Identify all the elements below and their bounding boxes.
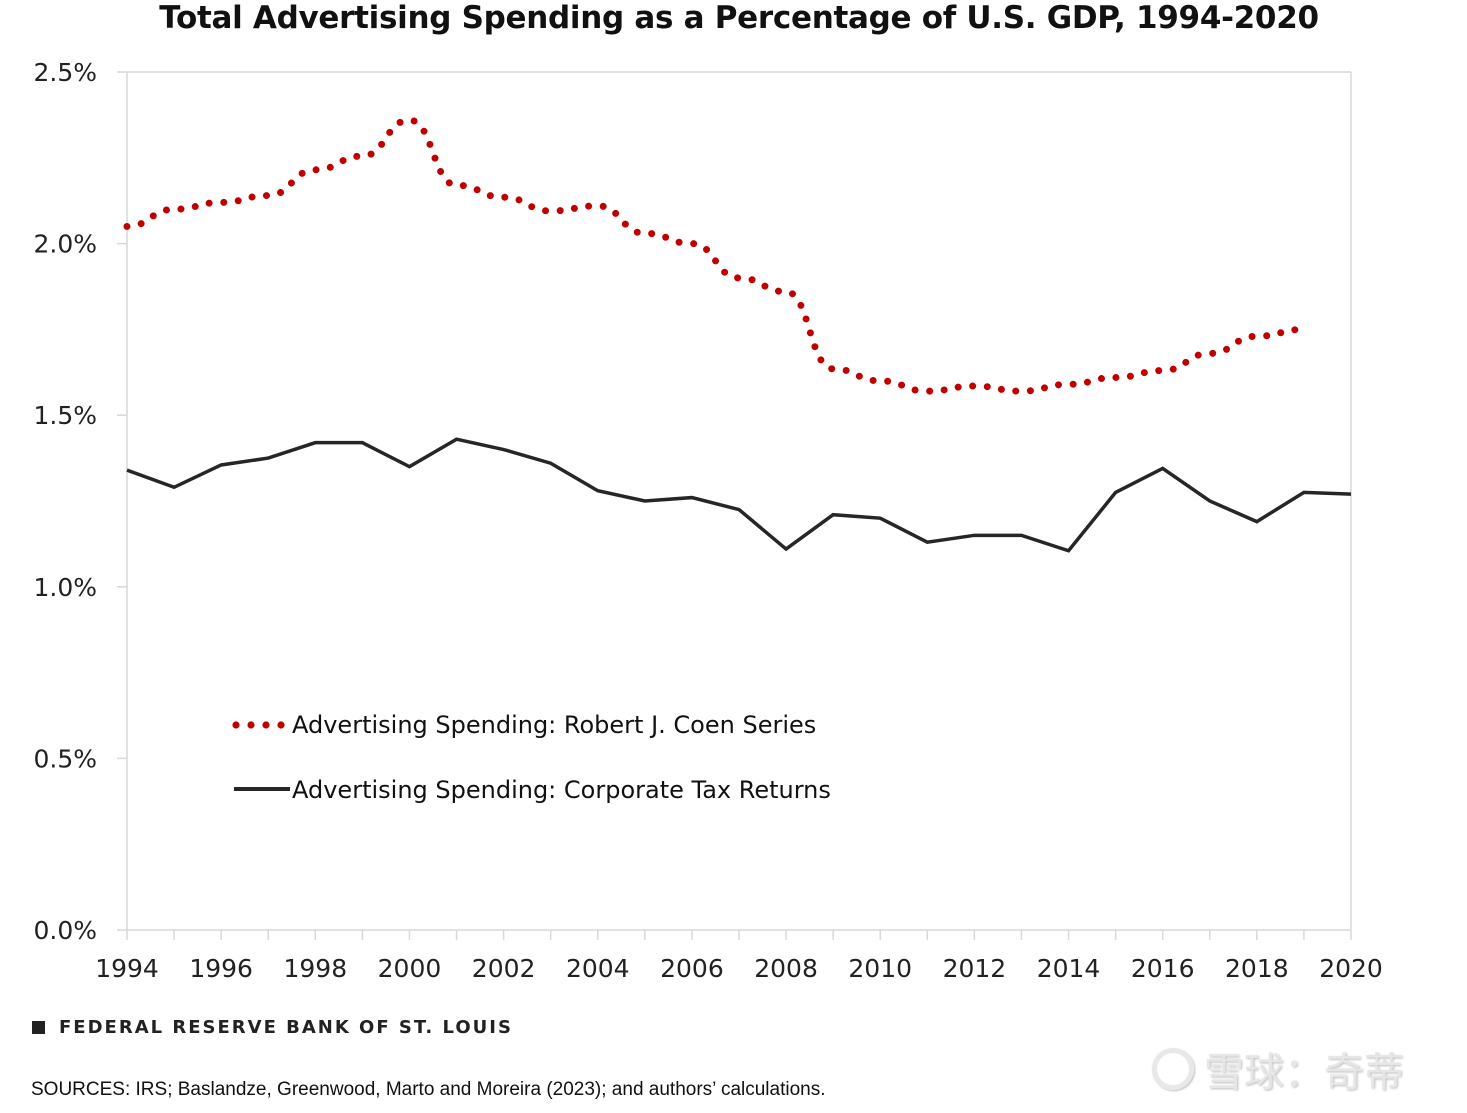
x-tick-label: 2004: [566, 954, 630, 983]
x-tick-label: 2006: [660, 954, 724, 983]
y-tick-label: 0.5%: [33, 744, 97, 773]
legend-dot: [232, 721, 240, 729]
legend-dot: [262, 721, 270, 729]
y-tick-label: 2.0%: [33, 230, 97, 259]
x-tick-label: 2018: [1225, 954, 1289, 983]
y-tick-label: 1.0%: [33, 573, 97, 602]
x-axis: 1994 1996 1998 2000 2002 2004 2006 2008 2010 2012…: [95, 930, 1383, 983]
series-layer: [123, 116, 1352, 553]
legend-item-coen: Advertising Spending: Robert J. Coen Ser…: [232, 711, 816, 739]
y-tick-label: 0.0%: [33, 916, 97, 945]
x-tick-label: 2014: [1037, 954, 1101, 983]
x-tick-label: 1998: [283, 954, 347, 983]
y-tick-label: 1.5%: [33, 401, 97, 430]
x-tick-label: 2020: [1319, 954, 1383, 983]
x-tick-label: 2002: [472, 954, 536, 983]
legend-item-tax-returns: Advertising Spending: Corporate Tax Retu…: [234, 776, 831, 804]
x-tick-label: 2000: [378, 954, 442, 983]
sources-note: SOURCES: IRS; Baslandze, Greenwood, Mart…: [31, 1079, 826, 1100]
y-axis: 0.0% 0.5% 1.0% 1.5% 2.0% 2.5%: [33, 58, 127, 945]
x-tick-label: 1996: [189, 954, 253, 983]
branding-text: FEDERAL RESERVE BANK OF ST. LOUIS: [59, 1017, 513, 1038]
legend-label-tax-returns: Advertising Spending: Corporate Tax Retu…: [292, 776, 831, 804]
square-bullet-icon: [32, 1021, 45, 1034]
legend: Advertising Spending: Robert J. Coen Ser…: [232, 711, 831, 804]
branding: FEDERAL RESERVE BANK OF ST. LOUIS: [32, 1017, 513, 1038]
x-tick-label: 2012: [943, 954, 1007, 983]
snowball-logo-icon: [1152, 1048, 1194, 1090]
x-tick-label: 2010: [848, 954, 912, 983]
series-line-coen: [123, 116, 1308, 395]
y-tick-label: 2.5%: [33, 58, 97, 87]
watermark-text: 雪球：奇蒂: [1204, 1050, 1404, 1096]
x-tick-label: 1994: [95, 954, 159, 983]
chart-title: Total Advertising Spending as a Percenta…: [159, 0, 1319, 36]
legend-swatch-dotted: [232, 721, 285, 729]
watermark: 雪球：奇蒂: [1152, 1040, 1404, 1098]
x-tick-label: 2008: [754, 954, 818, 983]
line-chart: 0.0% 0.5% 1.0% 1.5% 2.0% 2.5% 1994 1996 1998 200…: [33, 58, 1383, 983]
legend-label-coen: Advertising Spending: Robert J. Coen Ser…: [292, 711, 816, 739]
series-line-tax-returns: [126, 437, 1352, 553]
x-tick-label: 2016: [1131, 954, 1195, 983]
legend-dot: [277, 721, 285, 729]
legend-dot: [247, 721, 255, 729]
